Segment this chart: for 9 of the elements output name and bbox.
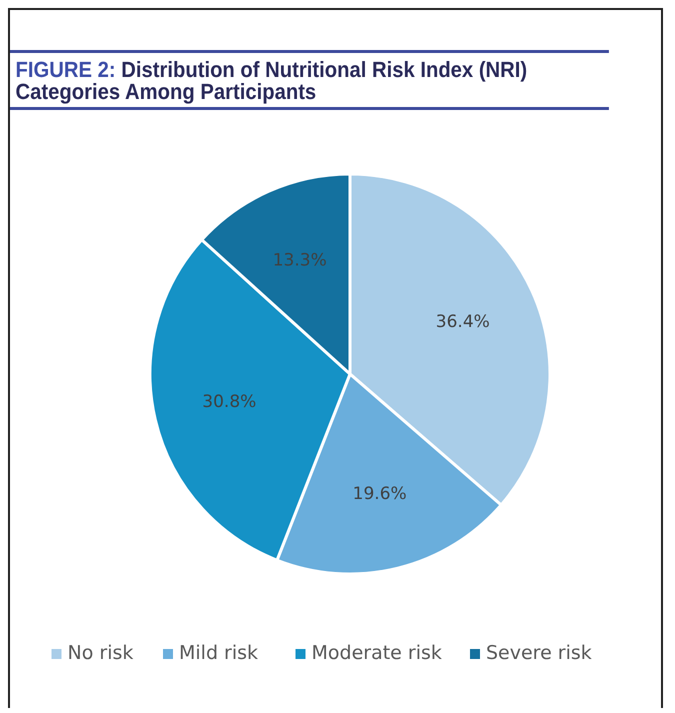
legend-label: Severe risk <box>486 642 592 664</box>
data-label: 19.6% <box>352 484 407 504</box>
data-label: 36.4% <box>436 312 490 332</box>
data-label: 13.3% <box>272 250 327 270</box>
data-label: 30.8% <box>202 392 256 412</box>
legend-label: No risk <box>68 642 134 664</box>
legend-label: Mild risk <box>179 642 258 664</box>
chart-title: FIGURE 2: Distribution of Nutritional Risk Index (NRI) Categories Among Participants <box>10 50 609 110</box>
legend-label: Moderate risk <box>312 642 442 664</box>
